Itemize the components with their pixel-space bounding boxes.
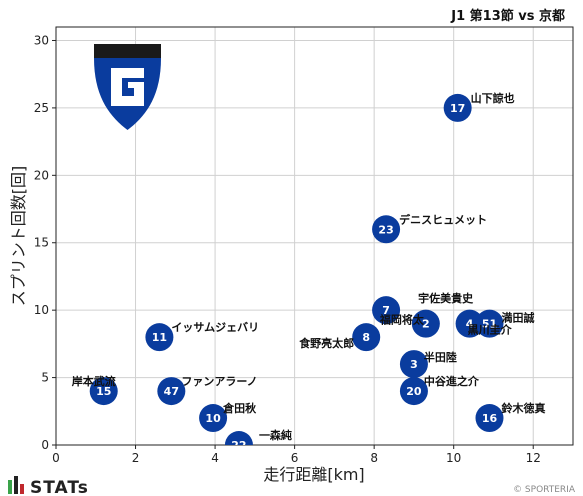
data-point: 47 bbox=[157, 377, 186, 406]
point-number: 2 bbox=[422, 318, 430, 331]
point-name: 満田誠 bbox=[501, 311, 534, 325]
x-tick-label: 10 bbox=[446, 451, 461, 465]
point-number: 17 bbox=[450, 102, 465, 115]
chart-title: J1 第13節 vs 京都 bbox=[450, 8, 565, 24]
x-tick-label: 2 bbox=[132, 451, 140, 465]
data-point: 4 bbox=[455, 309, 484, 338]
point-marker bbox=[199, 404, 228, 433]
point-name: 福岡将太 bbox=[379, 313, 425, 327]
point-name: 宇佐美貴史 bbox=[418, 291, 474, 305]
point-marker bbox=[145, 323, 174, 352]
point-marker bbox=[399, 350, 428, 379]
data-point: 2 bbox=[411, 309, 440, 338]
data-point: 15 bbox=[89, 377, 118, 406]
data-point: 16 bbox=[475, 404, 504, 433]
point-number: 16 bbox=[482, 412, 498, 425]
y-tick-label: 5 bbox=[41, 371, 49, 385]
data-point: 3 bbox=[399, 350, 428, 379]
point-marker bbox=[352, 323, 381, 352]
x-tick-label: 8 bbox=[370, 451, 378, 465]
point-number: 51 bbox=[482, 318, 497, 331]
point-number: 47 bbox=[164, 385, 179, 398]
point-number: 10 bbox=[205, 412, 221, 425]
point-number: 11 bbox=[152, 331, 167, 344]
point-number: 20 bbox=[406, 385, 422, 398]
point-marker bbox=[455, 309, 484, 338]
data-point: 23 bbox=[372, 215, 401, 244]
point-marker bbox=[89, 377, 118, 406]
point-marker bbox=[224, 431, 253, 445]
point-marker bbox=[411, 309, 440, 338]
x-tick-label: 12 bbox=[526, 451, 541, 465]
point-marker bbox=[399, 377, 428, 406]
point-name: デニスヒュメット bbox=[399, 212, 487, 226]
data-point: 20 bbox=[399, 377, 428, 406]
point-number: 3 bbox=[410, 358, 418, 371]
point-name: 一森純 bbox=[259, 428, 292, 442]
data-point: 51 bbox=[475, 309, 504, 338]
y-tick-label: 20 bbox=[34, 168, 49, 182]
point-name: 倉田秋 bbox=[222, 401, 257, 415]
x-tick-label: 0 bbox=[52, 451, 60, 465]
gamba-osaka-crest bbox=[94, 44, 161, 130]
data-point: 22 bbox=[224, 431, 253, 452]
y-tick-label: 30 bbox=[34, 33, 49, 47]
point-marker bbox=[372, 296, 401, 325]
y-tick-label: 25 bbox=[34, 101, 49, 115]
stats-logo-text: STATs bbox=[30, 478, 89, 496]
point-number: 15 bbox=[96, 385, 111, 398]
point-name: イッサムジェバリ bbox=[171, 321, 259, 334]
y-tick-label: 10 bbox=[34, 303, 49, 317]
point-number: 7 bbox=[382, 304, 390, 317]
y-axis-label: スプリント回数[回] bbox=[9, 166, 28, 307]
point-name: 鈴木徳真 bbox=[501, 401, 545, 415]
point-marker bbox=[475, 309, 504, 338]
point-name: ファンアラーノ bbox=[181, 375, 257, 388]
y-tick-label: 0 bbox=[41, 438, 49, 452]
point-name: 半田陸 bbox=[424, 350, 457, 364]
x-tick-label: 4 bbox=[211, 451, 219, 465]
point-name: 岸本武流 bbox=[72, 374, 116, 388]
point-number: 4 bbox=[466, 318, 474, 331]
point-number: 22 bbox=[231, 439, 246, 452]
point-marker bbox=[475, 404, 504, 433]
y-tick-label: 15 bbox=[34, 236, 49, 250]
plot-frame bbox=[55, 26, 574, 446]
data-point: 8 bbox=[352, 323, 381, 352]
copyright: © SPORTERIA bbox=[513, 485, 576, 495]
axis-ticks: 0 2 4 6 8 10 12 0 5 10 15 20 25 30 bbox=[34, 33, 541, 465]
point-marker bbox=[372, 215, 401, 244]
data-point: 11 bbox=[145, 323, 174, 352]
data-points: 17 23 7 2 4 51 8 11 3 15 47 20 10 16 22 bbox=[89, 93, 504, 452]
data-point: 7 bbox=[372, 296, 401, 325]
point-name: 黒川圭介 bbox=[468, 323, 513, 337]
data-point: 17 bbox=[443, 93, 472, 122]
x-axis-label: 走行距離[km] bbox=[263, 465, 364, 484]
point-marker bbox=[443, 93, 472, 122]
point-name: 中谷進之介 bbox=[424, 374, 480, 388]
point-marker bbox=[157, 377, 186, 406]
point-name: 食野亮太郎 bbox=[299, 336, 354, 350]
point-name: 山下諒也 bbox=[471, 91, 515, 105]
point-number: 8 bbox=[362, 331, 370, 344]
point-number: 23 bbox=[378, 223, 393, 236]
stats-logo-icon bbox=[8, 476, 24, 494]
x-tick-label: 6 bbox=[291, 451, 299, 465]
data-point: 10 bbox=[199, 404, 228, 433]
